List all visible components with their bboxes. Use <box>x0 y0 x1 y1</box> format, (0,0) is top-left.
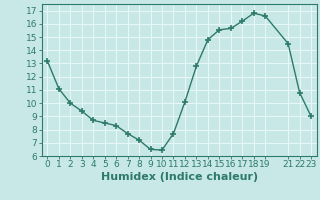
X-axis label: Humidex (Indice chaleur): Humidex (Indice chaleur) <box>100 172 258 182</box>
